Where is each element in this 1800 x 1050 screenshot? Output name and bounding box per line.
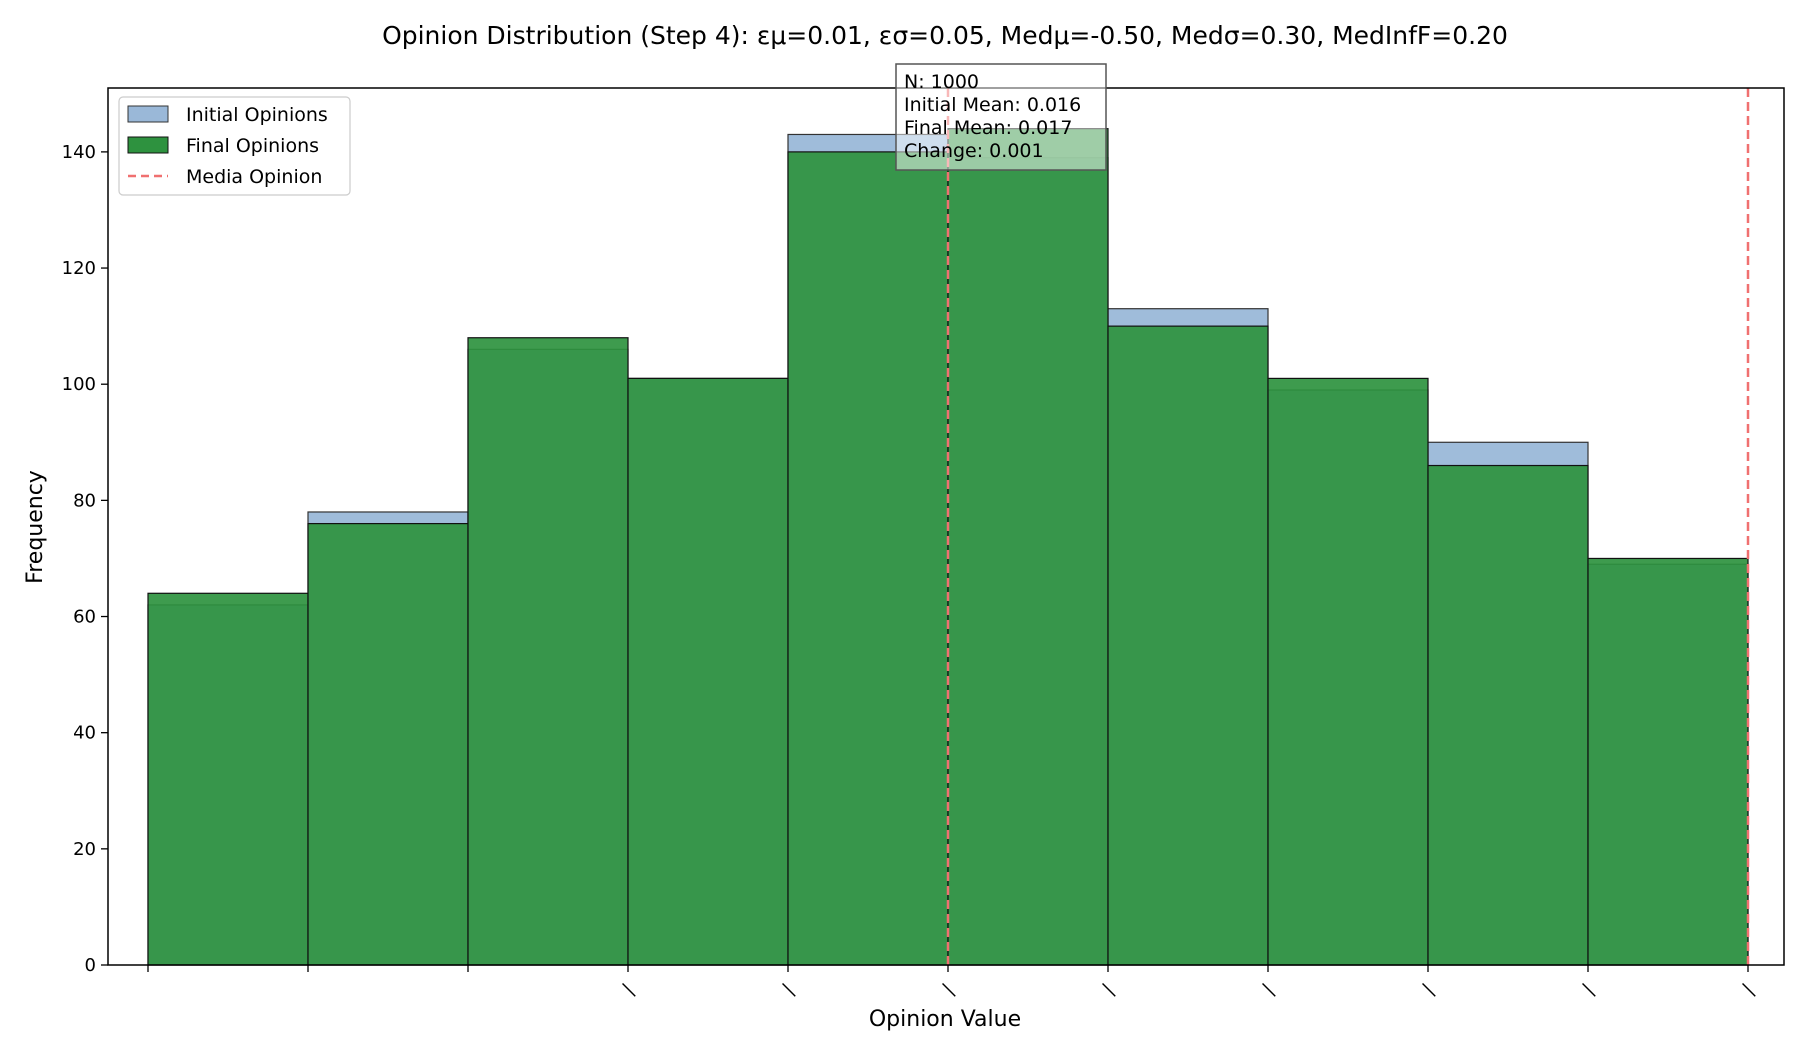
x-tick-label: |: [1099, 980, 1118, 999]
x-axis: | | | | | | | |: [147, 965, 1758, 999]
final-bar-8: [1267, 377, 1429, 966]
final-bar-6: [947, 128, 1109, 966]
stats-line-initial-mean: Initial Mean: 0.016: [904, 94, 1081, 116]
x-tick-label: |: [619, 980, 638, 999]
x-tick-label: |: [1259, 980, 1278, 999]
stats-box: N: 1000 Initial Mean: 0.016 Final Mean: …: [895, 63, 1107, 171]
legend: Initial Opinions Final Opinions Media Op…: [118, 96, 351, 196]
x-axis-label: Opinion Value: [869, 1007, 1021, 1032]
media-lines-group: [946, 88, 1750, 965]
x-tick-label: |: [779, 980, 798, 999]
legend-label-media: Media Opinion: [186, 166, 322, 188]
y-tick-label: 0: [85, 955, 96, 976]
y-axis-label: Frequency: [23, 470, 48, 584]
final-bars-group: [147, 128, 1749, 966]
stats-line-n: N: 1000: [904, 71, 979, 93]
y-tick-label: 20: [73, 839, 96, 860]
x-tick-label: |: [1739, 980, 1758, 999]
chart-title: Opinion Distribution (Step 4): εμ=0.01, …: [382, 21, 1508, 50]
y-tick-label: 120: [62, 258, 96, 279]
final-bar-5: [787, 151, 949, 966]
y-tick-label: 80: [73, 490, 96, 511]
y-tick-label: 100: [62, 374, 96, 395]
y-tick-label: 60: [73, 607, 96, 628]
final-bar-3: [467, 337, 629, 966]
legend-swatch-initial: [127, 105, 169, 123]
final-bar-2: [307, 522, 469, 966]
stats-line-final-mean: Final Mean: 0.017: [904, 117, 1072, 139]
stats-line-change: Change: 0.001: [904, 140, 1044, 162]
y-tick-label: 140: [62, 142, 96, 163]
x-tick-label: |: [1419, 980, 1438, 999]
legend-swatch-final: [127, 136, 169, 154]
x-tick-label: |: [939, 980, 958, 999]
final-bar-7: [1107, 325, 1269, 966]
x-tick-label: |: [1579, 980, 1598, 999]
final-bar-1: [147, 592, 309, 966]
legend-label-initial: Initial Opinions: [186, 104, 328, 126]
legend-label-final: Final Opinions: [186, 135, 319, 157]
y-tick-label: 40: [73, 723, 96, 744]
final-bar-9: [1427, 464, 1589, 966]
final-bar-10: [1587, 557, 1749, 966]
y-axis: 0 20 40 60 80 100 120 140: [62, 142, 108, 976]
legend-frame: [118, 96, 351, 196]
stats-box-background: [895, 63, 1107, 171]
final-bar-4: [627, 377, 789, 966]
